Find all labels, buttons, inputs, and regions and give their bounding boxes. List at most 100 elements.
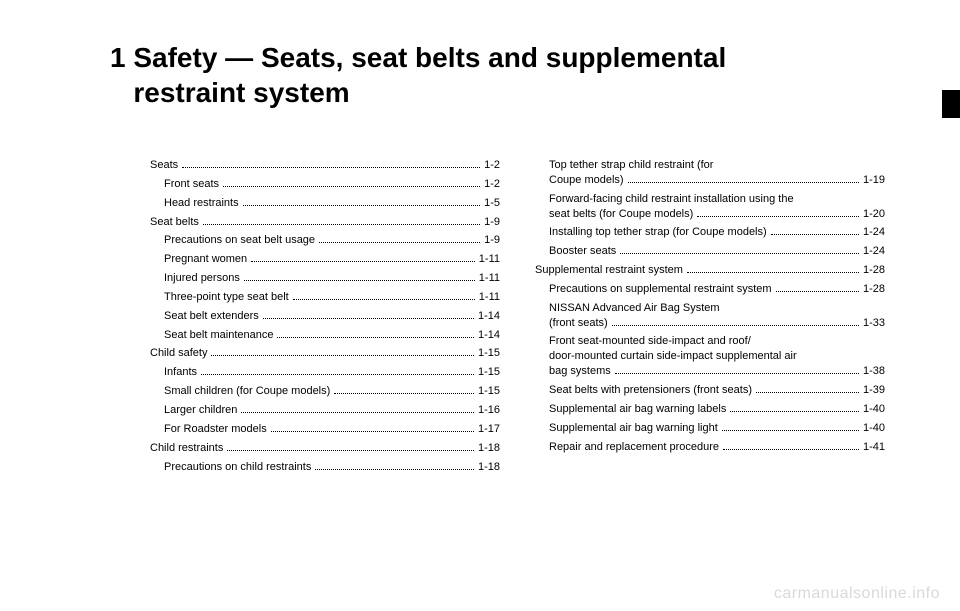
toc-leader-dots [211, 347, 473, 357]
toc-label: Head restraints [150, 196, 239, 211]
toc-page: 1-40 [863, 421, 885, 436]
toc-row: For Roadster models 1-17 [150, 422, 500, 437]
toc-page: 1-11 [479, 252, 500, 267]
toc-leader-dots [319, 234, 480, 244]
toc-leader-dots [756, 383, 859, 393]
toc-label: Coupe models) [549, 173, 624, 188]
toc-row: Supplemental restraint system1-28 [535, 263, 885, 278]
toc-label: Top tether strap child restraint (for [535, 158, 885, 173]
chapter-number: 1 [110, 42, 126, 73]
toc-label: Supplemental restraint system [535, 263, 683, 278]
toc-label: Forward-facing child restraint installat… [535, 192, 885, 207]
toc-leader-dots [227, 441, 474, 451]
toc-row: Top tether strap child restraint (forCou… [535, 158, 885, 188]
toc-label: Pregnant women [150, 252, 247, 267]
toc-leader-dots [244, 271, 475, 281]
toc-leader-dots [776, 282, 859, 292]
toc-row: Booster seats 1-24 [535, 244, 885, 259]
toc-row: Head restraints 1-5 [150, 196, 500, 211]
toc-leader-dots [251, 252, 475, 262]
toc-row: Seat belts1-9 [150, 215, 500, 230]
toc-row: Infants 1-15 [150, 365, 500, 380]
toc-leader-dots [628, 173, 859, 183]
toc-label: Seat belts with pretensioners (front sea… [535, 383, 752, 398]
toc-label: Infants [150, 365, 197, 380]
toc-label: Precautions on supplemental restraint sy… [535, 282, 772, 297]
toc-row: Precautions on child restraints1-18 [150, 460, 500, 475]
toc-leader-dots [263, 309, 474, 319]
toc-label: (front seats) [549, 316, 608, 331]
toc-column-right: Top tether strap child restraint (forCou… [535, 158, 885, 474]
toc-label: Child restraints [150, 441, 223, 456]
toc-label: Seat belt extenders [150, 309, 259, 324]
toc-leader-dots [730, 402, 859, 412]
toc-page: 1-2 [484, 158, 500, 173]
page: 1 Safety — Seats, seat belts and supplem… [0, 0, 960, 611]
toc-label: Child safety [150, 346, 207, 361]
toc-label: Repair and replacement procedure [535, 440, 719, 455]
toc-label: Larger children [150, 403, 237, 418]
toc-row: Small children (for Coupe models) 1-15 [150, 384, 500, 399]
toc-label: For Roadster models [150, 422, 267, 437]
toc-page: 1-17 [478, 422, 500, 437]
toc-page: 1-15 [478, 365, 500, 380]
toc-label: Seat belt maintenance [150, 328, 273, 343]
toc-page: 1-18 [478, 441, 500, 456]
toc-page: 1-24 [863, 225, 885, 240]
chapter-title: 1 Safety — Seats, seat belts and supplem… [110, 40, 920, 110]
toc-page: 1-41 [863, 440, 885, 455]
toc-label: Injured persons [150, 271, 240, 286]
toc-row: Installing top tether strap (for Coupe m… [535, 225, 885, 240]
toc-label: Installing top tether strap (for Coupe m… [535, 225, 767, 240]
toc-leader-dots [241, 403, 474, 413]
toc-page: 1-18 [478, 460, 500, 475]
toc-row: Front seat-mounted side-impact and roof/… [535, 334, 885, 379]
chapter-title-line1: Safety — Seats, seat belts and supplemen… [133, 42, 726, 73]
toc-page: 1-9 [484, 233, 500, 248]
chapter-title-line2: restraint system [133, 77, 349, 108]
toc-row: Forward-facing child restraint installat… [535, 192, 885, 222]
toc-page: 1-15 [478, 384, 500, 399]
toc-leader-dots [182, 158, 480, 168]
toc-row: Repair and replacement procedure 1-41 [535, 440, 885, 455]
toc-page: 1-33 [863, 316, 885, 331]
toc-row: Pregnant women 1-11 [150, 252, 500, 267]
table-of-contents: Seats1-2 Front seats 1-2 Head restraints 1-5… [150, 158, 885, 474]
toc-page: 1-11 [479, 290, 500, 305]
toc-row: Seats1-2 [150, 158, 500, 173]
toc-row: Child safety1-15 [150, 346, 500, 361]
toc-row: Seat belt maintenance 1-14 [150, 328, 500, 343]
toc-label: door-mounted curtain side-impact supplem… [535, 349, 885, 364]
toc-leader-dots [697, 207, 859, 217]
toc-row: Larger children 1-16 [150, 403, 500, 418]
toc-page: 1-5 [484, 196, 500, 211]
toc-row: Seat belt extenders 1-14 [150, 309, 500, 324]
toc-page: 1-14 [478, 309, 500, 324]
toc-label: Front seat-mounted side-impact and roof/ [535, 334, 885, 349]
toc-leader-dots [620, 244, 859, 254]
toc-label: seat belts (for Coupe models) [549, 207, 693, 222]
toc-label: Three-point type seat belt [150, 290, 289, 305]
toc-page: 1-9 [484, 215, 500, 230]
toc-row: Supplemental air bag warning light1-40 [535, 421, 885, 436]
toc-leader-dots [615, 364, 859, 374]
toc-leader-dots [723, 440, 859, 450]
toc-leader-dots [293, 290, 475, 300]
toc-page: 1-19 [863, 173, 885, 188]
toc-row: Precautions on supplemental restraint sy… [535, 282, 885, 297]
toc-page: 1-28 [863, 282, 885, 297]
toc-label: Booster seats [535, 244, 616, 259]
toc-page: 1-16 [478, 403, 500, 418]
toc-page: 1-20 [863, 207, 885, 222]
toc-leader-dots [243, 196, 481, 206]
toc-leader-dots [612, 316, 859, 326]
toc-page: 1-24 [863, 244, 885, 259]
toc-label: Front seats [150, 177, 219, 192]
toc-page: 1-39 [863, 383, 885, 398]
toc-page: 1-14 [478, 328, 500, 343]
toc-leader-dots [277, 328, 474, 338]
toc-label: Small children (for Coupe models) [150, 384, 330, 399]
section-tab [942, 90, 960, 118]
toc-column-left: Seats1-2 Front seats 1-2 Head restraints 1-5… [150, 158, 500, 474]
toc-leader-dots [771, 226, 859, 236]
